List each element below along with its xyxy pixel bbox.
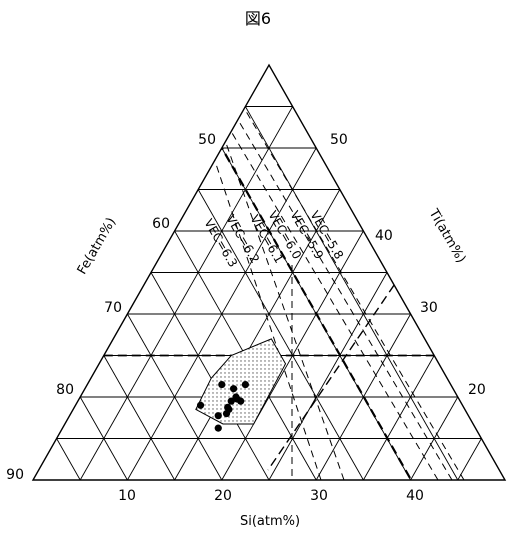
figure-title: 図6 [245,9,271,28]
data-point [214,412,222,420]
grid-lines [56,106,482,481]
vec-line-5 [212,65,465,480]
ti-axis-label: Ti(atm%) [425,206,468,266]
data-point [230,385,238,393]
si-tick-10: 10 [118,488,136,504]
vec-labels: VEC=5.8VEC=5.9VEC=6.0VEC=6.1VEC=6.2VEC=6… [201,209,346,270]
si-tick-30: 30 [310,488,328,504]
fe-tick-80: 80 [56,382,74,398]
grid-line-fe-50 [150,272,270,481]
grid-line-si-30 [174,189,341,481]
vec-line-1 [196,65,345,480]
fe-tick-90: 90 [6,467,24,483]
grid-line-si-90 [457,438,482,481]
grid-line-fe-70 [103,355,175,481]
grid-line-fe-80 [79,396,128,481]
vec-line-4 [199,65,453,480]
ti-tick-30: 30 [420,300,438,316]
si-tick-40: 40 [406,488,424,504]
ti-tick-40: 40 [375,228,393,244]
data-point [227,397,235,405]
region-polygon [195,338,287,425]
data-point [237,397,245,405]
fe-tick-50: 50 [198,132,216,148]
fe-tick-60: 60 [152,216,170,232]
grid-line-si-80 [410,396,459,481]
si-tick-20: 20 [214,488,232,504]
grid-line-fe-60 [127,313,223,481]
grid-line-si-10 [79,106,293,481]
si-axis-label: Si(atm%) [240,514,300,529]
data-point [218,380,226,389]
grid-line-fe-30 [197,189,364,481]
vec-lines [103,65,465,480]
composition-region [195,338,287,425]
grid-line-si-70 [363,355,435,481]
grid-line-fe-10 [245,106,459,481]
data-point [214,424,222,432]
data-points [196,380,249,432]
triangle-outline [31,63,507,481]
reference-line-2 [267,249,419,471]
data-point [196,401,205,409]
grid-line-si-60 [315,313,411,481]
ti-tick-20: 20 [468,382,486,398]
fe-axis-label: Fe(atm%) [75,215,119,277]
grid-line-fe-90 [56,438,81,481]
data-point [241,380,249,389]
ti-tick-50: 50 [330,132,348,148]
fe-tick-70: 70 [104,300,122,316]
data-point [222,410,231,418]
grid-line-si-50 [268,272,388,481]
